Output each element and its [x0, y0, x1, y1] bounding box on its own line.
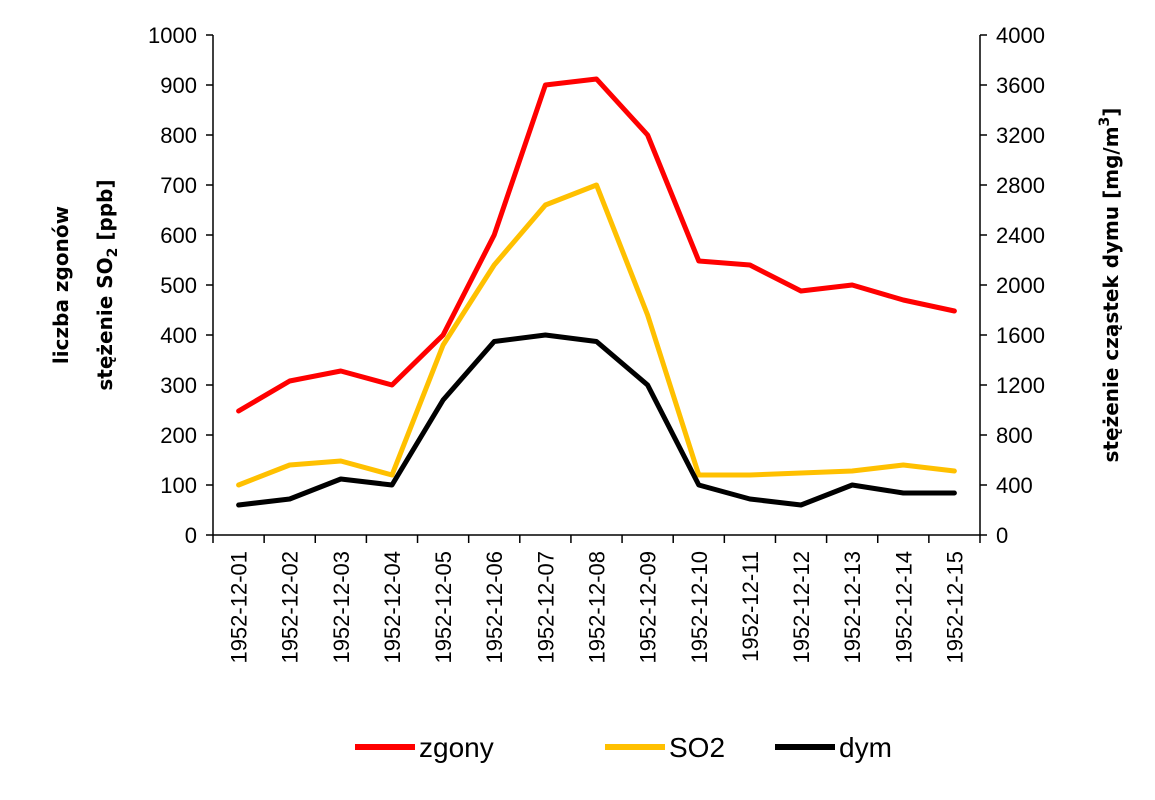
right-tick-label: 2400 — [996, 223, 1045, 248]
right-axis-title-text: stężenie cząstek dymu [mg/m3] — [1097, 108, 1123, 463]
left-axis-title: liczba zgonów stężenie SO2 [ppb] — [49, 179, 121, 390]
x-tick-label: 1952-12-09 — [636, 551, 661, 664]
right-tick-label: 1600 — [996, 323, 1045, 348]
legend-label-so2: SO2 — [669, 732, 725, 763]
x-tick-label: 1952-12-05 — [431, 551, 456, 664]
x-tick-label: 1952-12-10 — [687, 551, 712, 664]
x-tick-label: 1952-12-04 — [380, 551, 405, 664]
series-line-zgony — [236, 76, 957, 414]
right-tick-label: 2800 — [996, 173, 1045, 198]
right-axis-title: stężenie cząstek dymu [mg/m3] — [1097, 108, 1123, 463]
right-tick-label: 1200 — [996, 373, 1045, 398]
series-line-so2 — [236, 182, 957, 488]
x-tick-label: 1952-12-03 — [329, 551, 354, 664]
legend-label-zgony: zgony — [419, 732, 494, 763]
left-tick-label: 600 — [160, 223, 197, 248]
x-tick-label: 1952-12-01 — [227, 551, 252, 664]
right-ticks: 0 400 800 1200 1600 2000 2400 2800 3200 3600 4000 — [980, 23, 1045, 548]
series-line-dym — [236, 332, 957, 508]
left-tick-label: 400 — [160, 323, 197, 348]
right-tick-label: 800 — [996, 423, 1033, 448]
left-tick-label: 0 — [185, 523, 197, 548]
legend: zgony SO2 dym — [355, 732, 892, 763]
x-tick-label: 1952-12-13 — [840, 551, 865, 664]
x-tick-label: 1952-12-07 — [533, 551, 558, 664]
x-tick-label: 1952-12-06 — [482, 551, 507, 664]
left-tick-label: 700 — [160, 173, 197, 198]
left-tick-label: 1000 — [148, 23, 197, 48]
right-tick-label: 2000 — [996, 273, 1045, 298]
left-axis-title-line2: stężenie SO2 [ppb] — [93, 179, 121, 390]
legend-label-dym: dym — [839, 732, 892, 763]
x-tick-label: 1952-12-15 — [942, 551, 967, 664]
right-tick-label: 0 — [996, 523, 1008, 548]
x-ticks: 1952-12-01 1952-12-02 1952-12-03 1952-12-04… — [212, 535, 981, 664]
right-tick-label: 4000 — [996, 23, 1045, 48]
right-tick-label: 3200 — [996, 123, 1045, 148]
left-tick-label: 500 — [160, 273, 197, 298]
left-tick-label: 900 — [160, 73, 197, 98]
right-tick-label: 3600 — [996, 73, 1045, 98]
x-tick-label: 1952-12-11 — [738, 551, 763, 662]
left-tick-label: 100 — [160, 473, 197, 498]
right-tick-label: 400 — [996, 473, 1033, 498]
x-tick-label: 1952-12-14 — [891, 551, 916, 664]
left-tick-label: 200 — [160, 423, 197, 448]
x-tick-label: 1952-12-08 — [585, 551, 610, 664]
left-tick-label: 300 — [160, 373, 197, 398]
left-tick-label: 800 — [160, 123, 197, 148]
left-axis-title-line1: liczba zgonów — [49, 206, 73, 364]
left-ticks: 0 100 200 300 400 500 600 700 800 900 1000 — [148, 23, 213, 548]
x-tick-label: 1952-12-12 — [789, 551, 814, 664]
series-group — [236, 76, 957, 508]
x-tick-label: 1952-12-02 — [278, 551, 303, 664]
